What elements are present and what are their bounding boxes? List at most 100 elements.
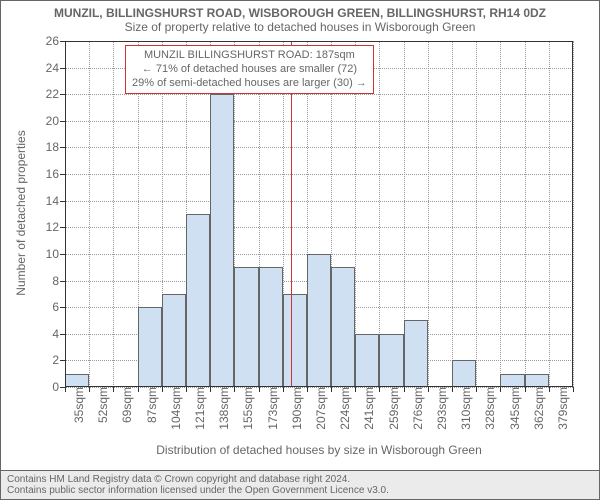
histogram-bar <box>162 294 186 387</box>
y-tick-label: 12 <box>46 220 65 234</box>
histogram-bar <box>138 307 162 387</box>
grid-line-h <box>65 41 573 42</box>
x-tick-label: 87sqm <box>141 387 159 423</box>
grid-line-h <box>65 121 573 122</box>
y-tick-label: 2 <box>52 353 65 367</box>
histogram-bar <box>379 334 403 387</box>
x-tick-mark <box>331 387 332 392</box>
x-tick-mark <box>525 387 526 392</box>
histogram-bar <box>283 294 307 387</box>
x-tick-mark <box>476 387 477 392</box>
grid-line-v <box>89 41 90 387</box>
x-tick-mark <box>379 387 380 392</box>
x-tick-mark <box>259 387 260 392</box>
y-tick-label: 4 <box>52 327 65 341</box>
y-tick-label: 8 <box>52 274 65 288</box>
histogram-bar <box>65 374 89 387</box>
x-tick-label: 328sqm <box>479 387 497 430</box>
x-tick-mark <box>549 387 550 392</box>
x-tick-label: 293sqm <box>431 387 449 430</box>
title-main: MUNZIL, BILLINGSHURST ROAD, WISBOROUGH G… <box>1 1 599 20</box>
x-tick-mark <box>355 387 356 392</box>
grid-line-v <box>452 41 453 387</box>
x-tick-label: 379sqm <box>552 387 570 430</box>
y-tick-label: 22 <box>46 87 65 101</box>
x-tick-mark <box>404 387 405 392</box>
grid-line-h <box>65 174 573 175</box>
x-tick-label: 259sqm <box>383 387 401 430</box>
x-tick-mark <box>210 387 211 392</box>
x-tick-label: 310sqm <box>455 387 473 430</box>
grid-line-v <box>65 41 66 387</box>
grid-line-v <box>525 41 526 387</box>
x-tick-mark <box>186 387 187 392</box>
x-tick-label: 241sqm <box>358 387 376 430</box>
x-tick-label: 224sqm <box>334 387 352 430</box>
y-tick-label: 0 <box>52 380 65 394</box>
y-tick-label: 24 <box>46 61 65 75</box>
x-tick-mark <box>65 387 66 392</box>
x-tick-label: 35sqm <box>68 387 86 423</box>
x-tick-label: 276sqm <box>407 387 425 430</box>
y-tick-label: 18 <box>46 140 65 154</box>
footer: Contains HM Land Registry data © Crown c… <box>1 470 599 499</box>
footer-line-2: Contains public sector information licen… <box>7 485 593 496</box>
x-tick-mark <box>573 387 574 392</box>
x-tick-mark <box>307 387 308 392</box>
grid-line-h <box>65 201 573 202</box>
x-tick-mark <box>500 387 501 392</box>
histogram-bar <box>525 374 549 387</box>
y-tick-label: 16 <box>46 167 65 181</box>
histogram-bar <box>307 254 331 387</box>
grid-line-h <box>65 147 573 148</box>
histogram-bar <box>500 374 524 387</box>
callout-box: MUNZIL BILLINGSHURST ROAD: 187sqm← 71% o… <box>125 45 374 94</box>
y-tick-label: 10 <box>46 247 65 261</box>
y-tick-label: 20 <box>46 114 65 128</box>
x-tick-mark <box>234 387 235 392</box>
y-tick-label: 26 <box>46 34 65 48</box>
x-tick-label: 345sqm <box>504 387 522 430</box>
x-tick-label: 155sqm <box>237 387 255 430</box>
x-tick-label: 173sqm <box>262 387 280 430</box>
x-tick-label: 69sqm <box>116 387 134 423</box>
x-tick-mark <box>162 387 163 392</box>
y-tick-label: 14 <box>46 194 65 208</box>
footer-line-1: Contains HM Land Registry data © Crown c… <box>7 474 593 485</box>
grid-line-v <box>500 41 501 387</box>
x-tick-label: 138sqm <box>213 387 231 430</box>
x-tick-mark <box>428 387 429 392</box>
histogram-bar <box>331 267 355 387</box>
x-tick-label: 121sqm <box>189 387 207 430</box>
x-tick-mark <box>113 387 114 392</box>
histogram-bar <box>355 334 379 387</box>
callout-line-2: ← 71% of detached houses are smaller (72… <box>132 63 367 77</box>
x-tick-mark <box>138 387 139 392</box>
y-axis-label: Number of detached properties <box>14 113 28 313</box>
x-tick-mark <box>89 387 90 392</box>
histogram-bar <box>186 214 210 387</box>
histogram-bar <box>452 360 476 387</box>
histogram-bar <box>259 267 283 387</box>
x-tick-label: 190sqm <box>286 387 304 430</box>
grid-line-v <box>476 41 477 387</box>
grid-line-v <box>428 41 429 387</box>
grid-line-h <box>65 227 573 228</box>
grid-line-v <box>549 41 550 387</box>
histogram-bar <box>210 94 234 387</box>
x-tick-mark <box>452 387 453 392</box>
x-tick-label: 52sqm <box>92 387 110 423</box>
title-sub: Size of property relative to detached ho… <box>1 20 599 34</box>
grid-line-h <box>65 94 573 95</box>
callout-line-1: MUNZIL BILLINGSHURST ROAD: 187sqm <box>132 49 367 63</box>
histogram-bar <box>404 320 428 387</box>
histogram-bar <box>234 267 258 387</box>
grid-line-v <box>113 41 114 387</box>
x-tick-label: 362sqm <box>528 387 546 430</box>
callout-line-3: 29% of semi-detached houses are larger (… <box>132 77 367 91</box>
y-tick-label: 6 <box>52 300 65 314</box>
histogram-chart: 0246810121416182022242635sqm52sqm69sqm87… <box>65 41 573 387</box>
x-tick-label: 104sqm <box>165 387 183 430</box>
x-axis-label: Distribution of detached houses by size … <box>65 443 573 457</box>
grid-line-v <box>573 41 574 387</box>
